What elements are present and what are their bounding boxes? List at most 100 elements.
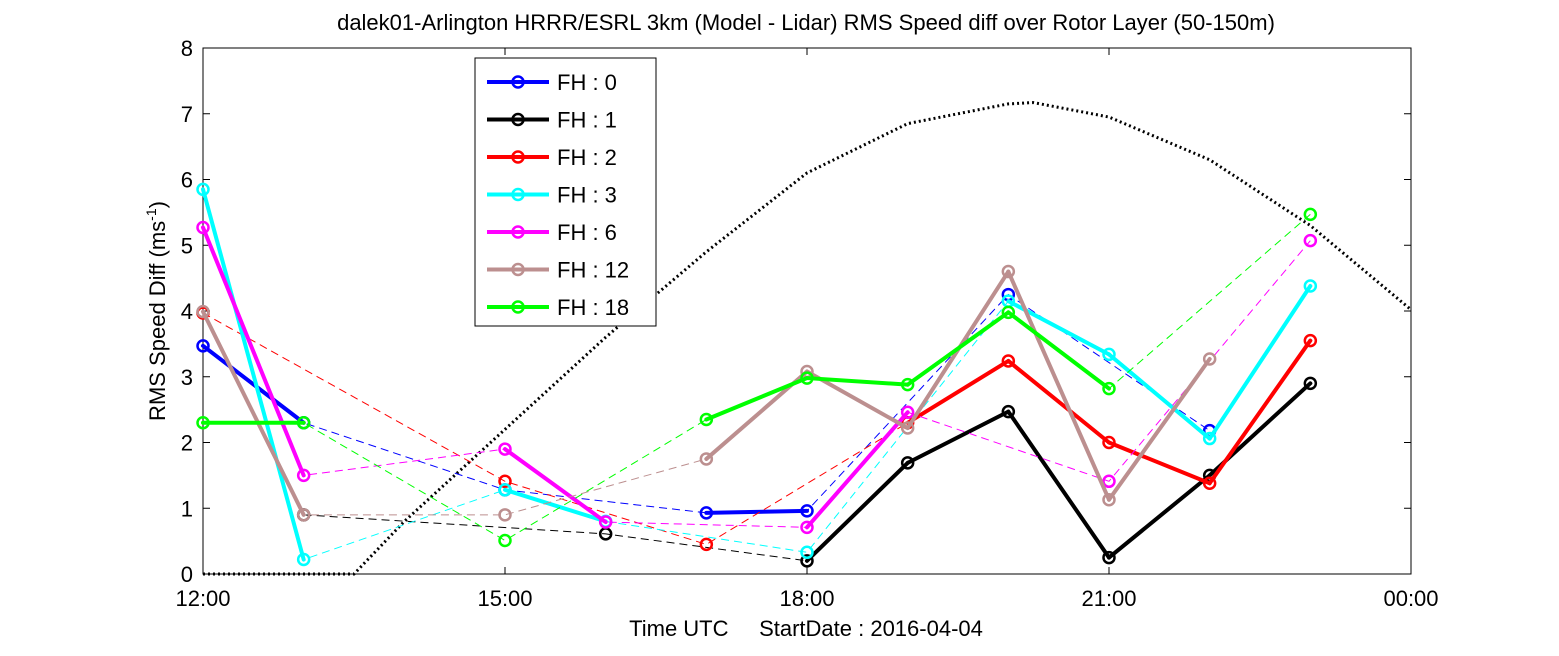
data-point (900, 456, 915, 470)
data-point (296, 468, 311, 483)
data-point (699, 412, 714, 427)
data-point (1102, 492, 1116, 507)
data-point (1102, 347, 1116, 362)
y-axis-label-main: RMS Speed Diff (ms (145, 221, 170, 421)
legend-item: FH : 2 (487, 145, 617, 170)
reference-curve (203, 101, 1412, 576)
data-point (498, 508, 512, 522)
data-point (900, 421, 915, 435)
legend-item: FH : 1 (487, 108, 617, 133)
data-point (699, 452, 714, 466)
data-point (1303, 333, 1318, 348)
y-tick-label: 3 (181, 365, 193, 390)
y-tick-label: 1 (181, 496, 193, 521)
y-tick-label: 5 (181, 233, 193, 258)
x-axis-label: Time UTC StartDate : 2016-04-04 (629, 616, 983, 641)
data-point (900, 377, 915, 392)
series-segment (1207, 284, 1313, 441)
series-segment (1207, 338, 1313, 486)
legend-label: FH : 2 (557, 145, 617, 170)
series-segment (503, 487, 608, 524)
series-segment (201, 343, 306, 425)
series-segment (1006, 358, 1111, 445)
x-tick-label: 21:00 (1081, 586, 1136, 611)
data-point (1001, 354, 1016, 368)
legend-swatch-marker (511, 225, 525, 239)
data-point (1202, 431, 1217, 446)
legend-item: FH : 3 (487, 183, 617, 208)
series-segment (503, 447, 608, 525)
legend: FH : 0 FH : 1 FH : 2 FH : 3 FH : 6 FH : 12 FH … (474, 57, 657, 327)
data-point (296, 508, 311, 522)
data-point (699, 537, 714, 552)
legend-box (474, 57, 657, 327)
x-tick-label: 18:00 (779, 586, 834, 611)
data-point (498, 483, 512, 497)
legend-swatch-marker (511, 112, 525, 127)
data-point (196, 416, 210, 430)
series-segment (704, 376, 809, 422)
data-point (800, 554, 814, 568)
series-1 (296, 376, 1318, 568)
legend-item: FH : 6 (487, 220, 617, 245)
series-segment (805, 460, 910, 563)
legend-label: FH : 1 (557, 108, 617, 133)
y-axis-label: RMS Speed Diff (ms-1) (143, 201, 170, 421)
legend-label: FH : 18 (557, 295, 629, 320)
series-segment (905, 310, 1011, 387)
legend-swatch-marker (511, 187, 525, 202)
series-layer (196, 182, 1318, 568)
data-point (1102, 435, 1116, 450)
data-point (1102, 474, 1116, 489)
series-3 (196, 182, 1318, 567)
legend-swatch-marker (511, 262, 525, 277)
x-tick-label: 00:00 (1383, 586, 1438, 611)
data-point (196, 220, 210, 235)
y-axis-label-close: ) (145, 201, 170, 208)
legend-item: FH : 12 (487, 258, 629, 283)
data-point (800, 520, 814, 535)
data-point (1202, 476, 1217, 491)
legend-label: FH : 12 (557, 258, 629, 283)
x-axis: 12:00 15:00 18:00 21:00 00:00 (175, 48, 1439, 611)
plot-area (202, 47, 1412, 575)
series-segment (1107, 440, 1212, 486)
series-segment (805, 410, 910, 530)
data-point (699, 506, 714, 520)
series-segment (201, 187, 306, 562)
series-segment (201, 225, 306, 478)
x-tick-label: 15:00 (477, 586, 532, 611)
data-point (1303, 207, 1318, 222)
series-segment (1107, 356, 1212, 502)
data-point (1001, 305, 1016, 320)
data-point (196, 339, 210, 353)
series-segment (1006, 269, 1111, 502)
data-point (1102, 550, 1116, 565)
series-2 (196, 306, 1318, 552)
data-point (1001, 264, 1016, 279)
data-point (1202, 352, 1217, 366)
data-point (498, 533, 512, 548)
series-segment (201, 309, 306, 517)
data-point (196, 182, 210, 197)
data-point (296, 552, 311, 567)
y-axis-label-superscript: -1 (143, 208, 159, 221)
legend-label: FH : 3 (557, 183, 617, 208)
y-tick-label: 6 (181, 168, 193, 193)
series-segment (1006, 409, 1111, 560)
x-tick-label: 12:00 (175, 586, 230, 611)
data-point (800, 545, 814, 560)
legend-swatch-marker (511, 300, 525, 314)
y-tick-label: 8 (181, 36, 193, 61)
series-6 (196, 207, 1318, 548)
legend-swatch-marker (511, 75, 525, 89)
series-segment (805, 376, 910, 387)
legend-swatch-marker (511, 150, 525, 164)
data-point (1303, 279, 1318, 293)
series-segment (905, 409, 1011, 465)
series-gap-line (202, 227, 1311, 528)
legend-item: FH : 0 (487, 70, 617, 95)
y-tick-label: 7 (181, 102, 193, 127)
data-point (800, 371, 814, 385)
